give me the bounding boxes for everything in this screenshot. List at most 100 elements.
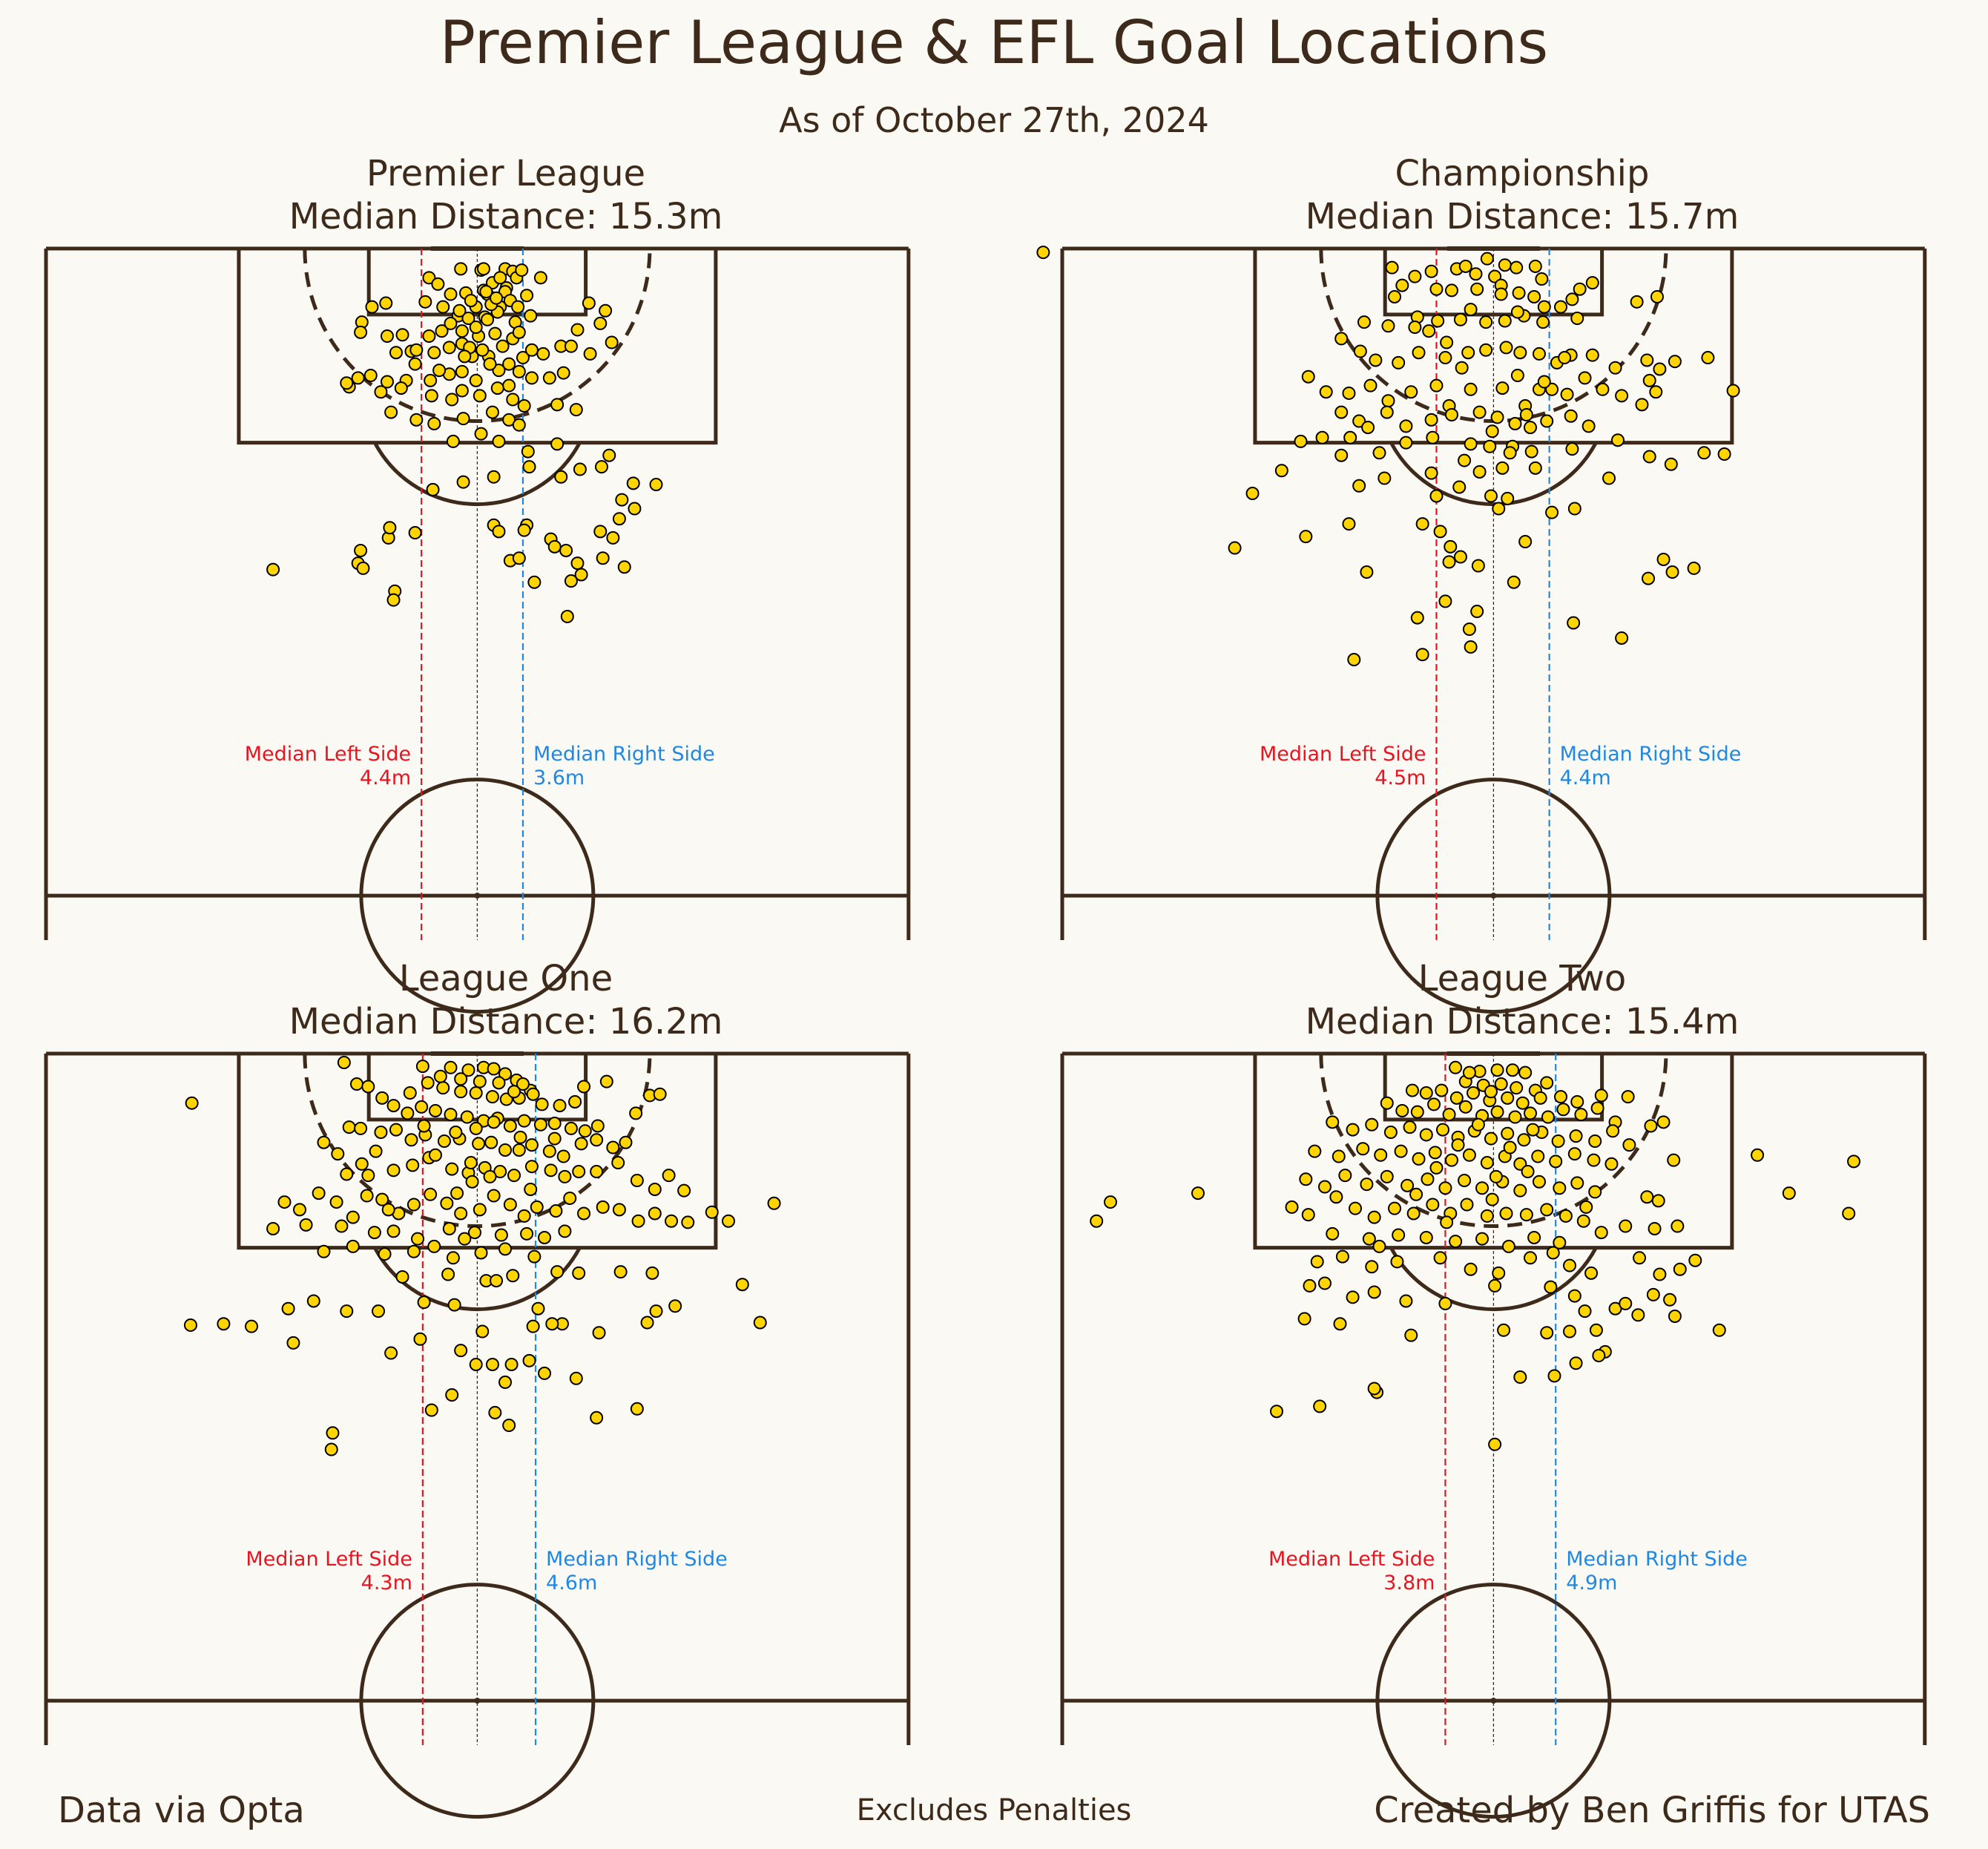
goal-point <box>424 373 438 387</box>
goal-point <box>454 1344 468 1358</box>
goal-point <box>475 1324 490 1339</box>
goal-point <box>424 1187 438 1201</box>
goal-point <box>449 1126 463 1140</box>
goal-point <box>1656 552 1671 566</box>
goal-point <box>1578 1304 1592 1318</box>
goal-point <box>483 1169 497 1183</box>
goal-point <box>1380 1169 1394 1183</box>
goal-point <box>1480 1209 1494 1223</box>
goal-point <box>1475 1181 1490 1195</box>
goal-point <box>630 1174 644 1188</box>
goal-point <box>1490 410 1504 424</box>
goal-point <box>556 1149 570 1163</box>
centre-spot <box>1490 1698 1497 1704</box>
goal-point <box>568 1094 582 1109</box>
goal-point <box>606 1140 620 1155</box>
goal-point <box>577 1206 591 1221</box>
footer-source: Data via Opta <box>58 1790 305 1831</box>
panel-title: Championship Median Distance: 15.7m <box>1055 152 1988 238</box>
goal-point <box>351 371 365 385</box>
goal-point <box>1512 286 1526 300</box>
goal-point <box>520 289 534 303</box>
goal-point <box>1392 1228 1406 1242</box>
goal-point <box>1506 1063 1520 1077</box>
goal-point <box>417 1119 431 1133</box>
goal-point <box>340 1167 354 1181</box>
median-left-value: 3.8m <box>1383 1572 1435 1595</box>
goal-point <box>481 312 495 326</box>
goal-point <box>1532 1175 1546 1189</box>
goal-point <box>1419 1230 1433 1244</box>
goal-point <box>1492 1266 1506 1280</box>
goal-point <box>415 1060 429 1074</box>
goal-point <box>415 1100 429 1114</box>
goal-point <box>1547 1369 1561 1383</box>
goal-point <box>1594 1226 1608 1240</box>
goal-point <box>1585 276 1599 290</box>
goal-point <box>456 412 470 426</box>
goal-point <box>1438 351 1452 365</box>
goal-point <box>558 1224 572 1238</box>
goal-point <box>375 1192 389 1206</box>
goal-point <box>1308 1144 1322 1158</box>
goal-point <box>1570 1176 1584 1190</box>
goal-point <box>605 335 619 349</box>
goal-point <box>324 1442 338 1456</box>
goal-point <box>317 1244 331 1258</box>
goal-point <box>444 1108 458 1122</box>
goal-point <box>479 285 493 299</box>
goal-point <box>445 393 459 407</box>
goal-point <box>1353 344 1367 358</box>
goal-point <box>474 427 488 441</box>
goal-point <box>1390 1255 1404 1269</box>
goal-point <box>1847 1155 1861 1169</box>
goal-point <box>1352 414 1366 428</box>
goal-point <box>469 321 483 335</box>
goal-point <box>553 1099 567 1113</box>
goal-point <box>1510 369 1524 383</box>
goal-point <box>590 1165 604 1179</box>
goal-point <box>1285 1200 1299 1214</box>
goal-point <box>1419 1086 1433 1100</box>
goal-point <box>1404 385 1418 399</box>
goal-point <box>1588 1134 1602 1148</box>
goal-point <box>1315 430 1329 444</box>
goal-point <box>512 418 526 432</box>
goal-point <box>1303 1278 1317 1293</box>
goal-point <box>1334 332 1349 346</box>
goal-point <box>1484 489 1498 503</box>
goal-point <box>1564 409 1578 423</box>
goal-point <box>1640 1190 1654 1204</box>
goal-point <box>381 1203 395 1217</box>
goal-point <box>1558 351 1572 365</box>
goal-point <box>454 1072 468 1086</box>
goal-point <box>1688 1253 1702 1267</box>
goal-point <box>1562 1258 1576 1272</box>
goal-point <box>569 1371 583 1385</box>
goal-point <box>547 1132 562 1146</box>
goal-point <box>454 1085 468 1099</box>
goal-point <box>564 1121 578 1135</box>
goal-point <box>1440 335 1454 349</box>
goal-point <box>559 543 573 557</box>
goal-point <box>433 1069 447 1083</box>
goal-point <box>292 1203 306 1217</box>
goal-point <box>1535 272 1549 286</box>
goal-point <box>498 1143 513 1157</box>
goal-point <box>1494 1077 1508 1091</box>
goal-point <box>355 1157 369 1171</box>
goal-point <box>631 1214 645 1228</box>
goal-point <box>1556 1103 1570 1117</box>
goal-point <box>574 568 588 582</box>
goal-point <box>1510 260 1524 275</box>
goal-point <box>592 1326 606 1340</box>
goal-point <box>435 324 449 338</box>
median-right-value: 3.6m <box>533 766 585 789</box>
goal-point <box>1480 252 1494 266</box>
penalty-box <box>1253 1051 1734 1250</box>
goal-point <box>306 1294 320 1308</box>
goal-point <box>527 575 542 589</box>
goal-point <box>404 1133 418 1147</box>
goal-point <box>1381 394 1395 408</box>
